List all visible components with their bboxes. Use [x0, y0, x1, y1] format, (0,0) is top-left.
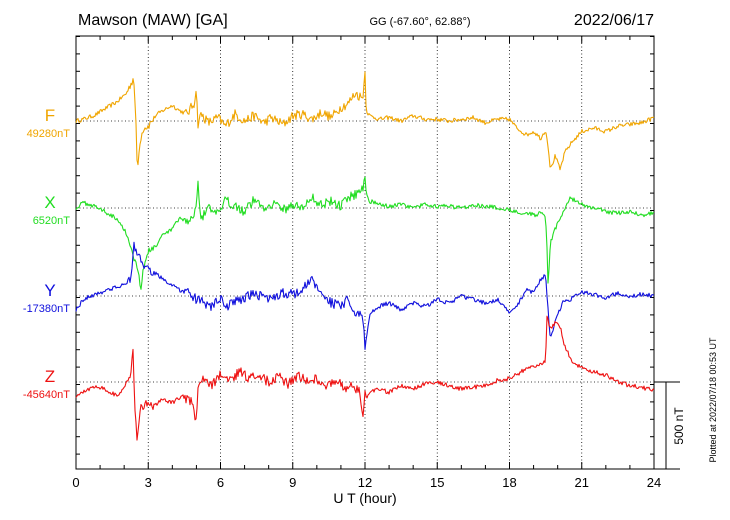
series-line-y — [75, 241, 655, 350]
scale-bar: 500 nT — [654, 381, 686, 470]
x-tick-labels: 0 3 6 9 12 15 18 21 24 — [72, 475, 661, 490]
x-tick-label: 12 — [358, 475, 372, 490]
series-name-f: F — [45, 106, 55, 125]
scale-bar-label: 500 nT — [672, 407, 686, 445]
series-baseline-x: 6520nT — [33, 215, 71, 227]
series-name-y: Y — [44, 281, 55, 300]
x-tick-label: 0 — [72, 475, 79, 490]
x-tick-label: 18 — [502, 475, 516, 490]
series-line-f — [75, 71, 655, 171]
x-tick-label: 21 — [575, 475, 589, 490]
chart-title-station: Mawson (MAW) [GA] — [78, 12, 228, 29]
x-tick-label: 24 — [647, 475, 661, 490]
plotted-at-footer: Plotted at 2022/07/18 00:53 UT — [708, 337, 718, 463]
axis-ticks — [75, 36, 655, 469]
series-lines — [75, 71, 655, 441]
series-baseline-y: -17380nT — [23, 303, 70, 315]
series-baseline-z: -45640nT — [23, 389, 70, 401]
x-tick-label: 6 — [217, 475, 224, 490]
x-tick-label: 3 — [145, 475, 152, 490]
x-tick-label: 9 — [289, 475, 296, 490]
series-labels: F 49280nT X 6520nT Y -17380nT Z -45640nT — [23, 106, 70, 401]
chart-title-date: 2022/06/17 — [574, 12, 654, 29]
x-tick-label: 15 — [430, 475, 444, 490]
chart-title-coordinates: GG (-67.60°, 62.88°) — [369, 16, 470, 28]
grid-lines — [147, 36, 583, 469]
series-line-x — [75, 176, 655, 290]
x-axis-label: U T (hour) — [333, 490, 396, 506]
series-name-x: X — [44, 193, 55, 212]
series-baseline-f: 49280nT — [27, 128, 71, 140]
series-name-z: Z — [45, 367, 55, 386]
series-line-z — [75, 315, 655, 441]
